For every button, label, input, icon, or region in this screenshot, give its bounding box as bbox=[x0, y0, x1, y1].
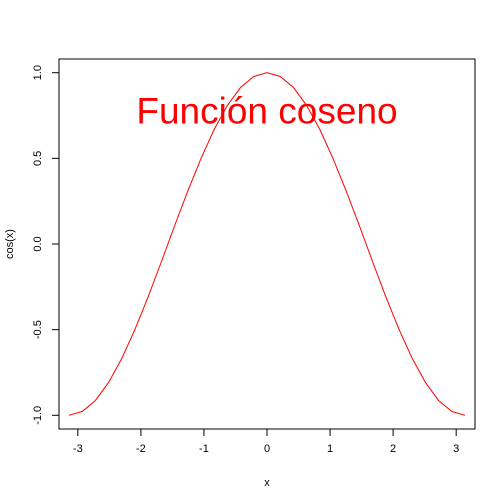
y-tick-label: -0.5 bbox=[32, 320, 44, 339]
x-tick-label: 1 bbox=[327, 443, 333, 455]
y-tick-label: -1.0 bbox=[32, 406, 44, 425]
x-tick-label: -3 bbox=[73, 443, 83, 455]
y-tick-label: 0.0 bbox=[32, 236, 44, 251]
x-axis-label: x bbox=[264, 477, 270, 489]
y-axis-label: cos(x) bbox=[4, 229, 16, 259]
y-tick-label: 1.0 bbox=[32, 65, 44, 80]
chart-annotation: Función coseno bbox=[136, 90, 397, 131]
y-tick-label: 0.5 bbox=[32, 151, 44, 166]
x-tick-label: 0 bbox=[264, 443, 270, 455]
x-tick-label: -2 bbox=[136, 443, 146, 455]
x-axis: -3 -2 -1 0 1 2 3 bbox=[73, 428, 459, 455]
y-axis: -1.0 -0.5 0.0 0.5 1.0 bbox=[32, 65, 60, 425]
x-tick-label: 3 bbox=[453, 443, 459, 455]
x-tick-label: 2 bbox=[390, 443, 396, 455]
x-tick-label: -1 bbox=[199, 443, 209, 455]
series-line-cos bbox=[68, 72, 466, 416]
